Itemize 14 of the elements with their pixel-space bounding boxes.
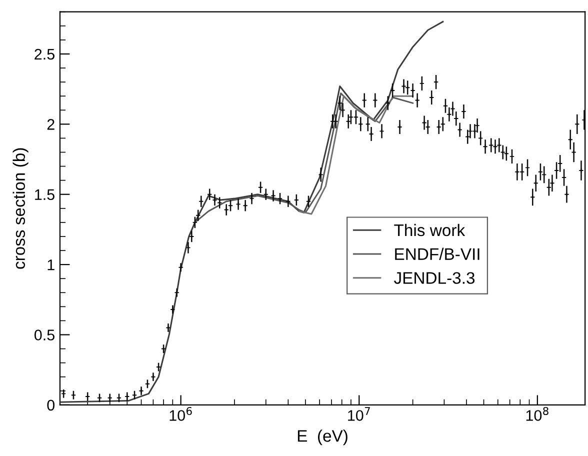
legend-label: This work: [394, 224, 466, 236]
y-tick-label: 0: [47, 400, 55, 411]
y-tick-label: 0.5: [34, 330, 54, 340]
y-tick-label: 1: [48, 260, 54, 270]
x-tick-label: 10$^{6}$: [170, 406, 192, 421]
y-tick-label: 2.5: [34, 48, 54, 60]
y-axis-title: cross section (b): [12, 148, 28, 269]
x-tick-label: 10$^{8}$: [526, 406, 548, 421]
y-tick-label: 1.5: [35, 189, 54, 200]
x-tick-label: 10$^{7}$: [348, 407, 370, 421]
legend-label: JENDL-3.3: [394, 272, 475, 284]
legend-label: ENDF/B-VII: [395, 248, 480, 260]
y-tick-label: 2: [47, 119, 54, 130]
x-axis-title: E (eV): [298, 430, 348, 446]
